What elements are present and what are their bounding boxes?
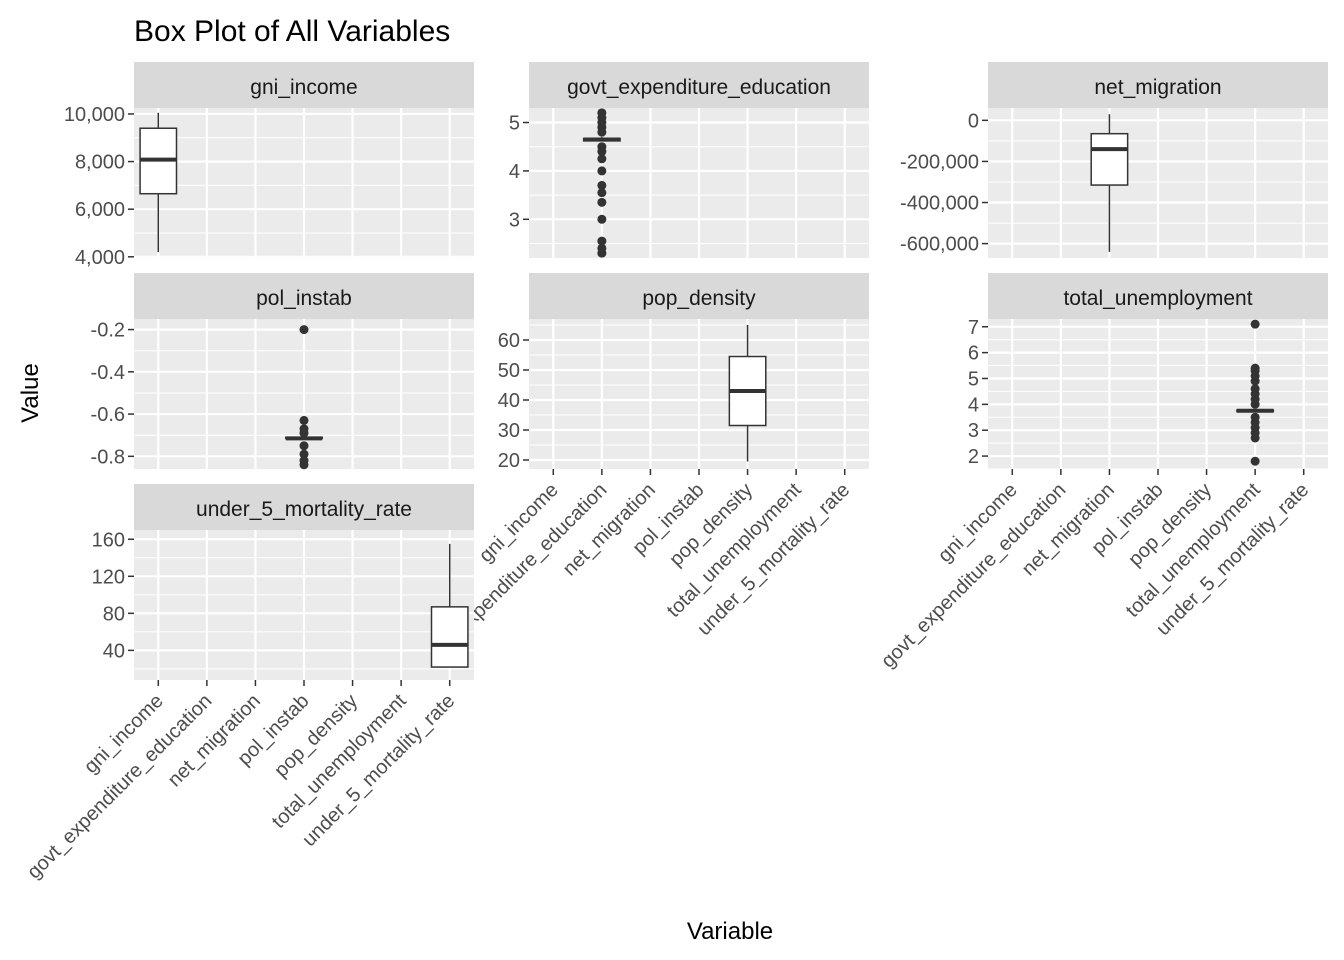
y-tick-label: 4 xyxy=(509,161,520,183)
y-tick-label: 6,000 xyxy=(75,199,125,221)
facet-strip xyxy=(134,273,474,319)
facet-strip-label: net_migration xyxy=(1094,76,1221,99)
outlier-point xyxy=(597,243,607,253)
outlier-point xyxy=(597,188,607,198)
y-tick-label: 5 xyxy=(509,113,520,135)
y-tick-label: -600,000 xyxy=(900,234,979,256)
facet-panels: gni_income 4,000 6,000 8,000 10,000 govt_expe… xyxy=(23,62,1328,883)
boxplot-net_migration xyxy=(1090,114,1129,252)
facet-strip xyxy=(134,484,474,530)
x-tick-label: govt_expenditure_education xyxy=(23,690,216,883)
y-tick-label: 5 xyxy=(968,368,979,390)
y-tick-label: 4 xyxy=(968,394,979,416)
y-tick-label: 160 xyxy=(92,529,125,551)
outlier-point xyxy=(299,460,309,470)
outlier-point xyxy=(1250,456,1260,466)
outlier-point xyxy=(299,415,309,425)
outlier-point xyxy=(597,236,607,246)
y-tick-label: 3 xyxy=(509,209,520,231)
boxplot-pol_instab xyxy=(285,325,323,470)
box xyxy=(430,606,469,668)
y-tick-label: 20 xyxy=(498,450,520,472)
outlier-point xyxy=(1250,384,1260,394)
y-tick-label: 8,000 xyxy=(75,152,125,174)
outlier-point xyxy=(299,428,309,438)
chart-title: Box Plot of All Variables xyxy=(134,15,450,48)
y-tick-label: -0.8 xyxy=(91,446,125,468)
y-tick-label: -0.6 xyxy=(91,404,125,426)
facet-strip xyxy=(988,62,1328,108)
y-tick-label: 7 xyxy=(968,317,979,339)
outlier-point xyxy=(299,325,309,335)
facet-strip-label: pol_instab xyxy=(256,287,352,310)
outlier-point xyxy=(597,166,607,176)
x-tick-label: govt_expenditure_education xyxy=(877,479,1070,672)
y-tick-label: 10,000 xyxy=(64,104,125,126)
y-tick-label: -0.4 xyxy=(91,362,125,384)
facet-strip xyxy=(529,62,869,108)
facet-gni_income: gni_income 4,000 6,000 8,000 10,000 xyxy=(64,62,474,269)
y-tick-label: 50 xyxy=(498,360,520,382)
outlier-point xyxy=(597,180,607,190)
boxplot-govt_expenditure_education xyxy=(582,108,621,258)
outlier-point xyxy=(597,154,607,164)
outlier-point xyxy=(597,108,607,118)
outlier-point xyxy=(299,441,309,451)
y-tick-label: 3 xyxy=(968,420,979,442)
y-tick-label: 120 xyxy=(92,566,125,588)
outlier-point xyxy=(1250,319,1260,329)
outlier-point xyxy=(597,214,607,224)
y-tick-label: 6 xyxy=(968,343,979,365)
y-tick-label: 4,000 xyxy=(75,247,125,269)
outlier-point xyxy=(1250,363,1260,373)
y-tick-label: 40 xyxy=(498,390,520,412)
y-tick-label: -0.2 xyxy=(91,320,125,342)
facet-strip-label: pop_density xyxy=(642,287,756,310)
boxplot-gni_income xyxy=(139,112,178,253)
facet-net_migration: net_migration -600,000 -400,000 -200,000 0 xyxy=(900,62,1328,258)
outlier-point xyxy=(597,197,607,207)
facet-strip xyxy=(134,62,474,108)
x-axis-title: Variable xyxy=(687,918,773,945)
facet-strip-label: govt_expenditure_education xyxy=(567,76,831,99)
y-tick-label: 60 xyxy=(498,330,520,352)
y-tick-label: -400,000 xyxy=(900,193,979,215)
facet-strip-label: under_5_mortality_rate xyxy=(196,498,412,521)
facet-strip xyxy=(529,273,869,319)
outlier-point xyxy=(1250,412,1260,422)
boxplot-under_5_mortality_rate xyxy=(430,543,469,668)
facet-under_5_mortality_rate: under_5_mortality_rate4080120160gni_inco… xyxy=(23,484,474,883)
boxplot-total_unemployment xyxy=(1236,319,1275,466)
y-tick-label: -200,000 xyxy=(900,151,979,173)
facet-pol_instab: pol_instab -0.8 -0.6 -0.4 -0.2 xyxy=(91,273,474,470)
facet-strip-label: gni_income xyxy=(250,76,357,99)
y-tick-label: 0 xyxy=(968,110,979,132)
facet-govt_expenditure_education: govt_expenditure_education 3 4 5 xyxy=(509,62,869,258)
outlier-point xyxy=(299,449,309,459)
boxplot-pop_density xyxy=(728,325,767,462)
y-tick-label: 30 xyxy=(498,420,520,442)
facet-pop_density: pop_density2030405060gni_incomegovt_expe… xyxy=(418,273,869,672)
facet-strip-label: total_unemployment xyxy=(1063,287,1252,310)
facet-strip xyxy=(988,273,1328,319)
facet-total_unemployment: total_unemployment234567gni_incomegovt_e… xyxy=(877,273,1328,672)
outlier-point xyxy=(597,142,607,152)
y-tick-label: 2 xyxy=(968,446,979,468)
y-tick-label: 40 xyxy=(103,640,125,662)
y-tick-label: 80 xyxy=(103,603,125,625)
y-axis-title: Value xyxy=(17,363,44,423)
box xyxy=(1090,132,1129,186)
